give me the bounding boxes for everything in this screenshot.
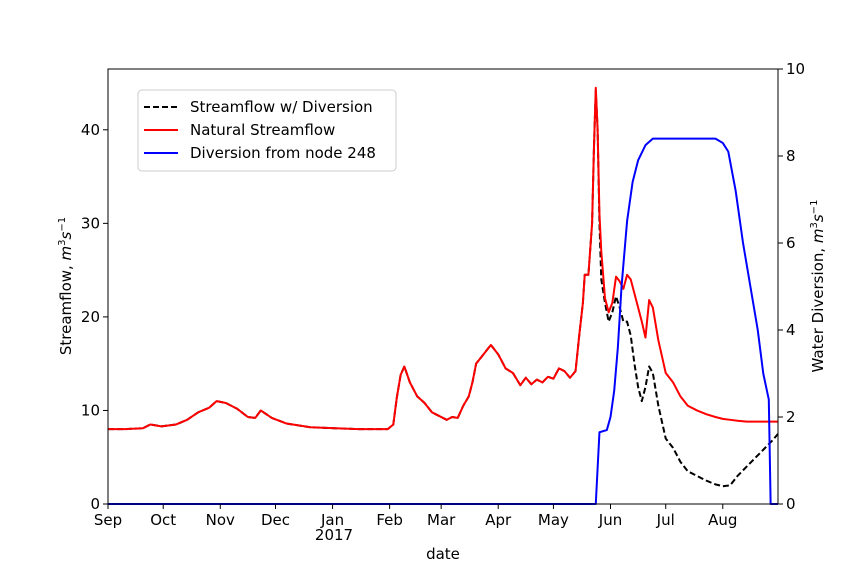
y-right-tick-label: 2 [786,408,796,426]
series-line-diversion-from-node-248 [108,137,778,505]
y-right-axis-label: Water Diversion, m3s−1 [809,200,827,373]
x-tick-label: Jun [598,511,622,529]
y-left-axis-ticks: 0 10 20 30 40 [81,121,108,513]
plot-frame [107,68,779,505]
y-left-tick-label: 0 [90,495,100,513]
y-left-tick-label: 20 [81,308,100,326]
y-left-tick-label: 10 [81,401,100,419]
y-left-tick-label: 40 [81,121,100,139]
series-line-natural-streamflow [108,86,778,431]
x-tick-label: Dec [261,511,290,529]
y-right-tick-label: 10 [786,60,805,78]
legend: Streamflow w/ Diversion Natural Streamfl… [137,89,397,172]
x-tick-label: Oct [150,511,176,529]
x-axis-ticks: Sep Oct Nov Dec Jan Feb Mar Apr May Jun Jul Aug [94,504,737,529]
x-tick-label: May [538,511,569,529]
y-right-tick-label: 0 [786,495,796,513]
x-axis-label: date [426,545,460,563]
x-tick-label: Feb [376,511,403,529]
legend-box [137,89,397,172]
x-tick-label: Mar [427,511,456,529]
x-tick-label: Nov [206,511,235,529]
x-tick-label: Apr [485,511,512,529]
y-right-tick-label: 4 [786,321,796,339]
legend-label-natural: Natural Streamflow [190,121,335,139]
x-tick-label: Sep [94,511,122,529]
year-label: 2017 [315,526,353,544]
y-left-tick-label: 30 [81,214,100,232]
legend-label-diversion: Diversion from node 248 [190,144,376,162]
x-tick-label: Jan [320,511,344,529]
y-right-axis-ticks: 0 2 4 6 8 10 [778,60,805,513]
y-left-axis-label: Streamflow, m3s−1 [57,217,75,355]
series-layer [108,86,779,505]
y-right-tick-label: 8 [786,147,796,165]
x-tick-label: Jul [656,511,675,529]
x-tick-label: Aug [708,511,737,529]
y-right-tick-label: 6 [786,234,796,252]
legend-label-diverted: Streamflow w/ Diversion [190,98,373,116]
